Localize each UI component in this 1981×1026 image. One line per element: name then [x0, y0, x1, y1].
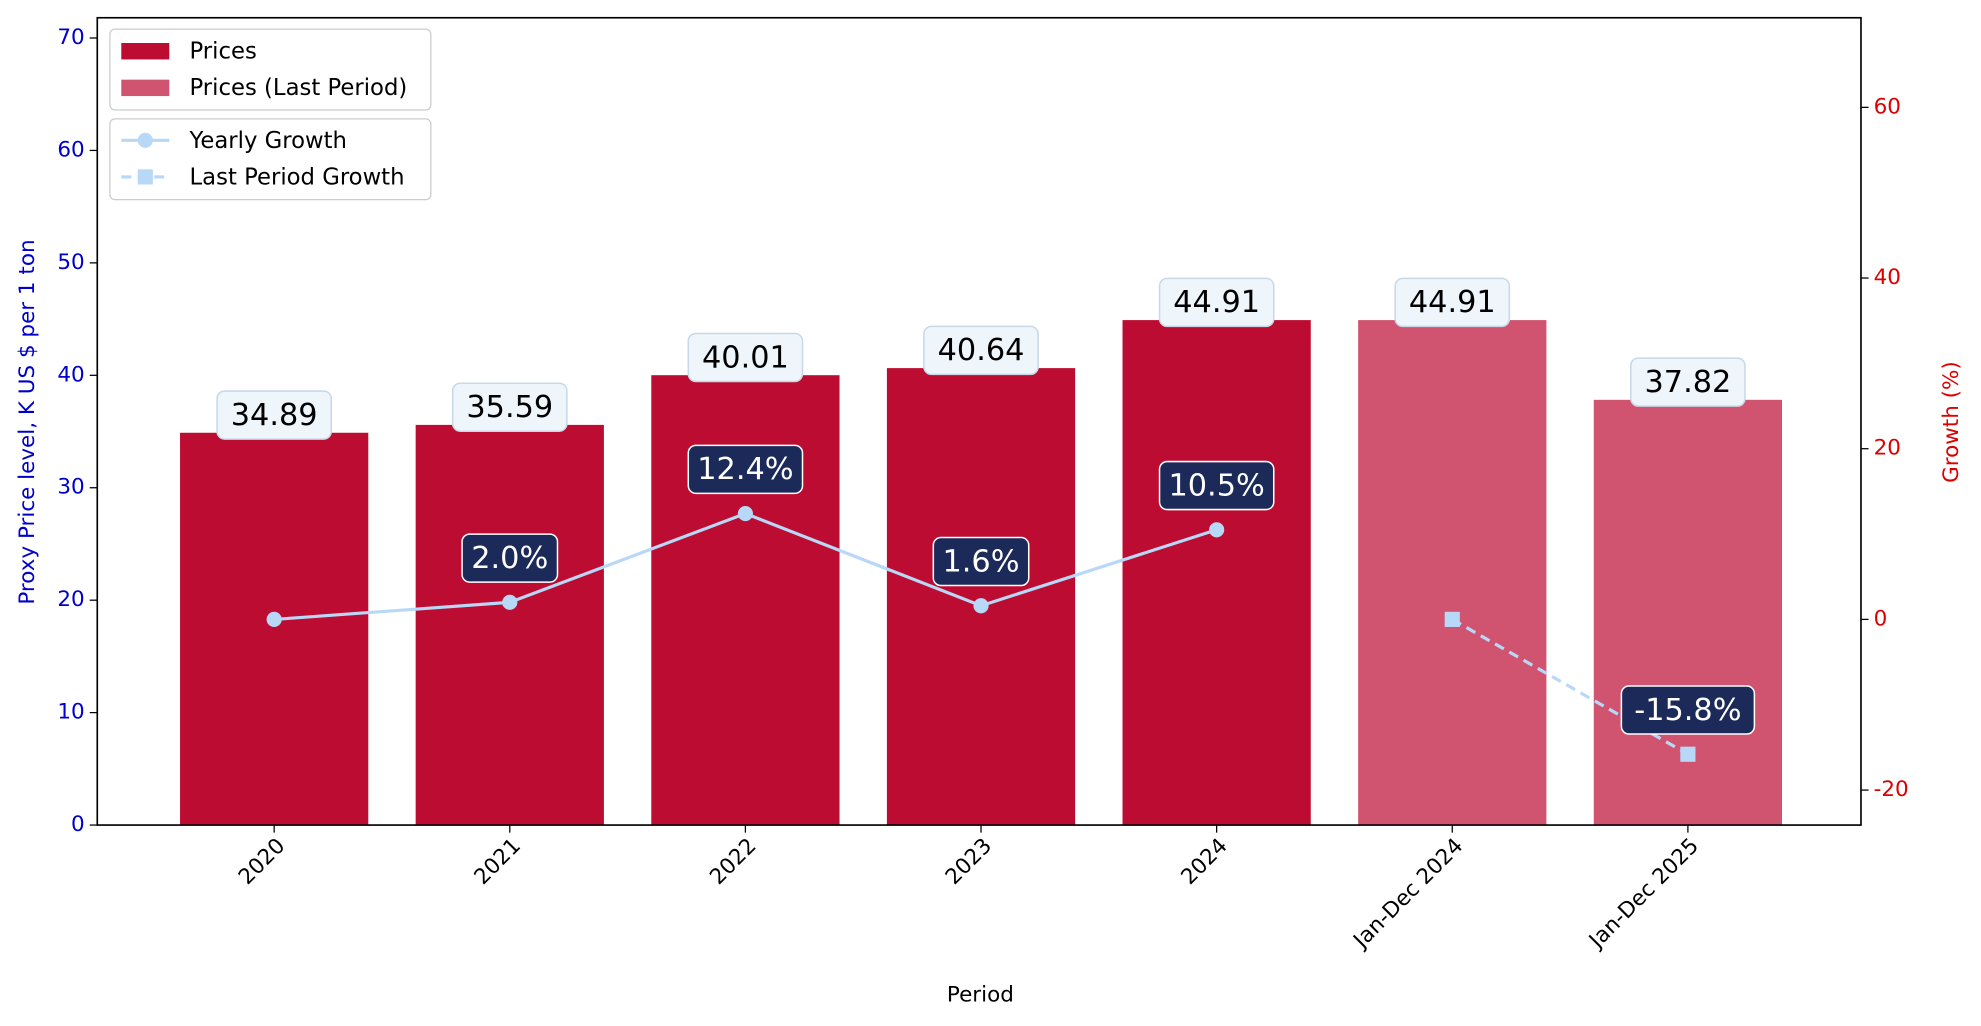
legend-label: Last Period Growth [190, 165, 405, 191]
data-label: 34.89 [231, 398, 318, 433]
y-axis-label: Proxy Price level, K US $ per 1 ton [15, 239, 40, 604]
y-tick-label: 50 [57, 250, 84, 275]
data-label: 12.4% [697, 452, 793, 487]
y2-tick-label: 60 [1874, 94, 1901, 119]
legend-label: Prices [190, 38, 257, 64]
label-box [461, 533, 559, 583]
label-box [451, 382, 568, 432]
y2-tick-label: -20 [1874, 777, 1909, 802]
y2-tick-label: 20 [1874, 436, 1901, 461]
x-tick-label: 2022 [705, 834, 761, 890]
legend-swatch [121, 43, 170, 60]
label-box [1620, 685, 1756, 735]
x-axis-label: Period [947, 983, 1014, 1008]
data-label: -15.8% [1634, 693, 1741, 728]
x-tick-label: Jan-Dec 2025 [1583, 834, 1704, 955]
x-tick-label: 2024 [1176, 834, 1232, 890]
marker [502, 594, 518, 610]
y-tick-label: 10 [57, 700, 84, 725]
y2-axis-label: Growth (%) [1939, 361, 1964, 483]
bar [1122, 320, 1311, 826]
y-tick-label: 30 [57, 475, 84, 500]
label-box [687, 444, 804, 495]
marker [1209, 522, 1225, 538]
legend-box [109, 28, 432, 111]
marker [1444, 611, 1460, 627]
label-box [923, 325, 1039, 376]
x-tick-label: 2020 [234, 834, 290, 890]
data-label: 1.6% [943, 544, 1020, 579]
data-label: 37.82 [1645, 365, 1732, 400]
legend-marker [137, 132, 153, 148]
label-box [932, 536, 1030, 587]
bar [651, 375, 840, 826]
label-box [687, 332, 804, 383]
legend-box [109, 118, 432, 201]
x-tick-label: 2023 [941, 834, 997, 890]
legend-marker [137, 169, 153, 185]
data-label: 44.91 [1173, 285, 1260, 320]
data-label: 44.91 [1409, 285, 1496, 320]
label-box [1158, 277, 1275, 328]
data-label: 10.5% [1168, 468, 1264, 503]
legend-label: Prices (Last Period) [190, 75, 408, 101]
y-tick-label: 20 [57, 587, 84, 612]
label-box [1158, 460, 1275, 511]
x-tick-label: 2021 [470, 834, 526, 890]
data-label: 2.0% [471, 541, 548, 576]
y-tick-label: 60 [57, 137, 84, 162]
marker [1680, 746, 1696, 762]
label-box [216, 390, 333, 440]
y-tick-label: 0 [71, 812, 85, 837]
legend-swatch [121, 79, 170, 97]
label-box [1630, 357, 1746, 407]
label-box [1394, 277, 1511, 328]
data-label: 40.01 [702, 340, 789, 375]
bar [415, 424, 604, 826]
y2-tick-label: 40 [1874, 265, 1901, 290]
x-tick-label: Jan-Dec 2024 [1348, 834, 1469, 955]
marker [266, 611, 282, 627]
bar [886, 368, 1076, 826]
data-label: 35.59 [466, 390, 553, 425]
data-label: 40.64 [938, 333, 1025, 368]
plot-frame [96, 16, 1862, 826]
marker [737, 505, 753, 522]
marker [973, 598, 989, 614]
y-tick-label: 70 [57, 25, 84, 50]
bar [180, 432, 369, 826]
y2-tick-label: 0 [1874, 606, 1888, 631]
bar [1358, 320, 1547, 826]
line [1451, 618, 1689, 756]
y-tick-label: 40 [57, 362, 84, 387]
legend-label: Yearly Growth [189, 128, 347, 154]
